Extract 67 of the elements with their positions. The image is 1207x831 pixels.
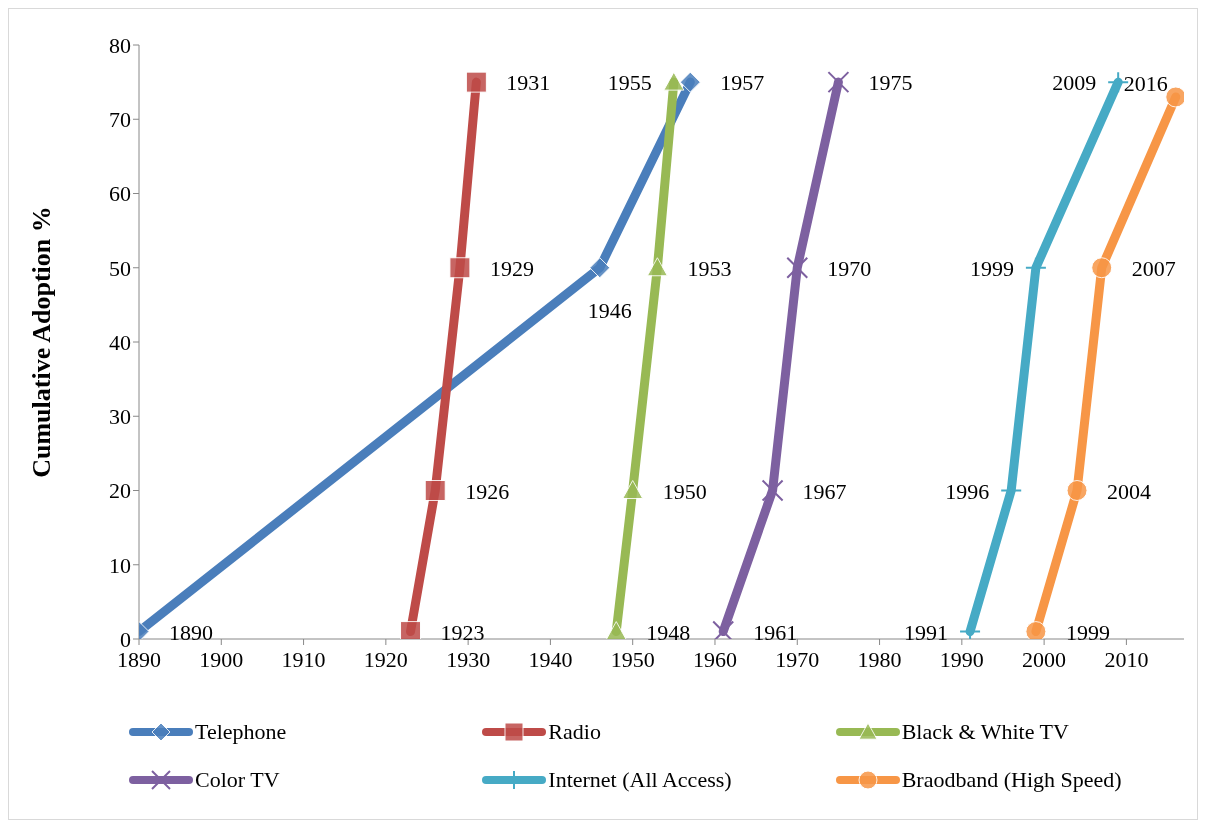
y-tick-label: 10 <box>109 552 131 578</box>
annotation: 1955 <box>607 70 652 96</box>
annotation: 1970 <box>827 255 872 281</box>
y-tick-label: 40 <box>109 329 131 355</box>
x-tick-label: 1930 <box>446 646 491 672</box>
point <box>605 621 627 639</box>
y-tick-label: 60 <box>109 181 131 207</box>
point <box>1066 480 1088 501</box>
x-tick-label: 2010 <box>1104 646 1149 672</box>
x-tick-label: 2000 <box>1022 646 1067 672</box>
x-tick-label: 1900 <box>199 646 244 672</box>
annotation: 1929 <box>489 255 534 281</box>
x-tick-label: 1940 <box>528 646 573 672</box>
annotation: 1996 <box>945 478 990 504</box>
annotation: 1946 <box>587 297 632 323</box>
annotation: 1999 <box>1065 619 1110 645</box>
x-tick-label: 1910 <box>281 646 326 672</box>
y-axis-title: Cumulative Adoption % <box>27 206 57 478</box>
x-tick-label: 1960 <box>692 646 737 672</box>
annotation: 1931 <box>506 70 551 96</box>
x-tick-label: 1980 <box>857 646 902 672</box>
annotation: 1948 <box>646 619 691 645</box>
point <box>761 479 784 502</box>
point <box>712 620 735 639</box>
point <box>679 71 701 93</box>
annotation: 1967 <box>802 478 847 504</box>
legend-label: Radio <box>548 719 601 745</box>
x-tick-label: 1950 <box>610 646 655 672</box>
y-tick-label: 80 <box>109 32 131 58</box>
point <box>646 257 668 277</box>
legend-label: Black & White TV <box>901 719 1069 745</box>
y-tick-label: 50 <box>109 255 131 281</box>
point <box>400 621 422 639</box>
annotation: 1926 <box>465 478 510 504</box>
point <box>1091 257 1113 279</box>
annotation: 1975 <box>868 70 913 96</box>
legend-label: Telephone <box>195 719 287 745</box>
annotation: 1950 <box>662 478 707 504</box>
legend-label: Color TV <box>195 767 280 793</box>
point <box>663 71 685 91</box>
annotation: 2009 <box>1052 70 1097 96</box>
point <box>449 257 471 279</box>
legend-label: Braodband (High Speed) <box>901 767 1122 793</box>
annotation: 1961 <box>753 619 798 645</box>
x-tick-label: 1990 <box>939 646 984 672</box>
x-tick-label: 1970 <box>775 646 820 672</box>
point <box>465 71 487 93</box>
x-tick-label: 1920 <box>363 646 408 672</box>
annotation: 1953 <box>687 255 732 281</box>
annotation: 1957 <box>720 70 765 96</box>
annotation: 1999 <box>969 255 1014 281</box>
annotation: 1991 <box>904 619 949 645</box>
y-tick-label: 20 <box>109 478 131 504</box>
point <box>827 71 850 94</box>
point <box>589 257 611 279</box>
point <box>424 480 446 501</box>
annotation: 1923 <box>440 619 485 645</box>
annotation: 2016 <box>1123 70 1168 96</box>
point <box>622 480 644 499</box>
legend-label: Internet (All Access) <box>548 767 732 793</box>
y-tick-label: 30 <box>109 404 131 430</box>
y-tick-label: 70 <box>109 107 131 133</box>
annotation: 1890 <box>169 619 213 645</box>
annotation: 2004 <box>1107 478 1152 504</box>
point <box>1025 621 1047 639</box>
point <box>786 256 809 279</box>
annotation: 2007 <box>1131 255 1176 281</box>
